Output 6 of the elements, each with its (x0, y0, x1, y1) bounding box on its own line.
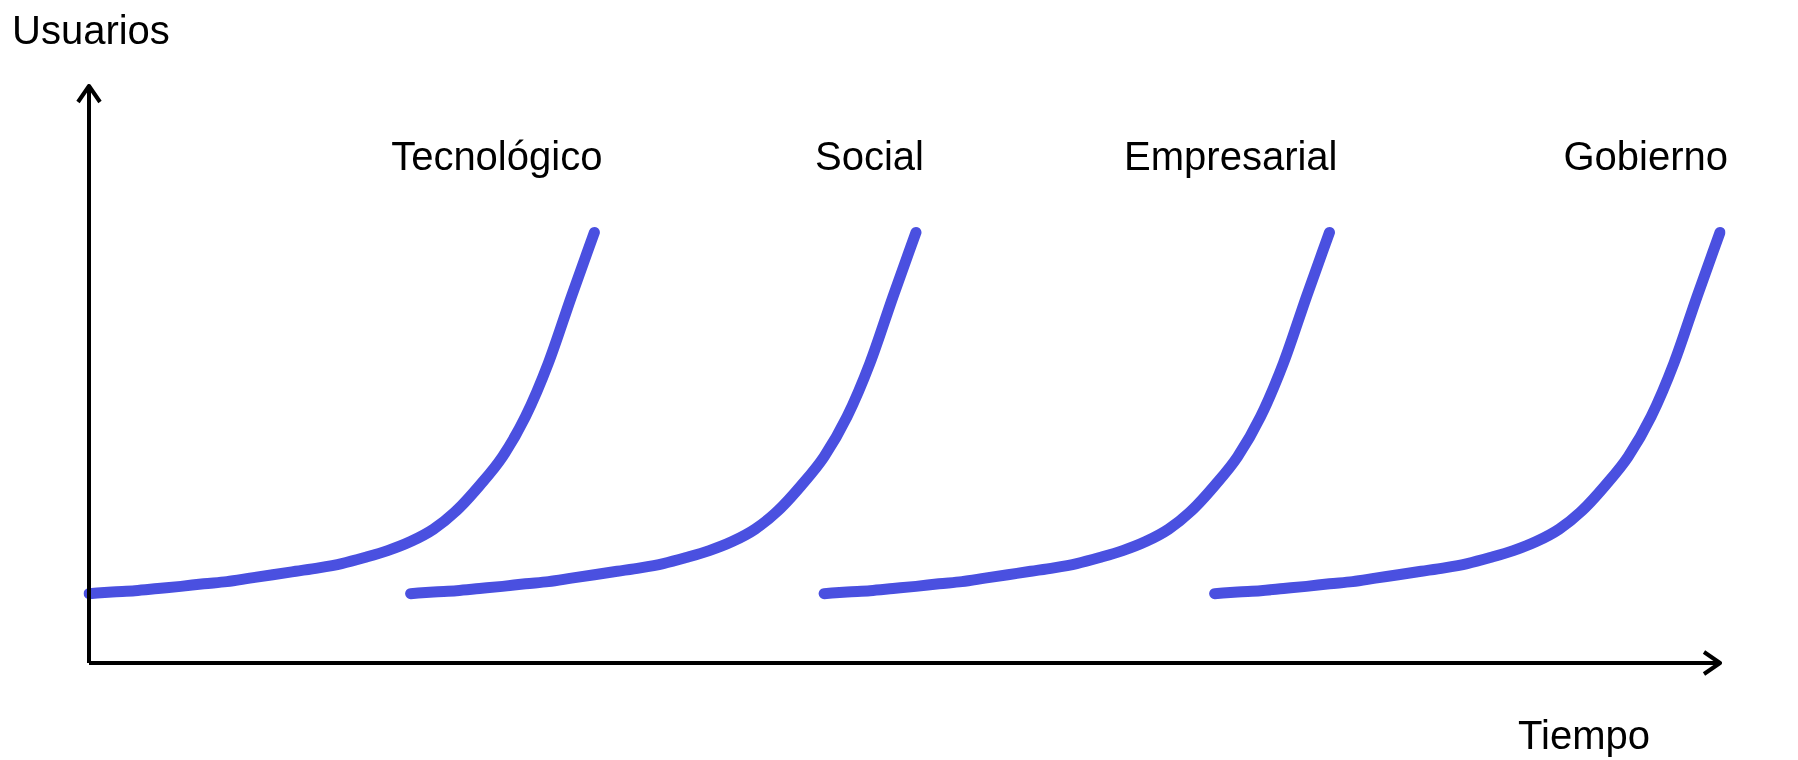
series-label: Social (815, 134, 924, 179)
y-axis-title: Usuarios (12, 8, 170, 52)
series-label: Tecnológico (391, 134, 603, 179)
x-axis-title: Tiempo (1518, 713, 1650, 757)
series-label: Gobierno (1563, 134, 1728, 179)
series-label: Empresarial (1124, 134, 1338, 179)
